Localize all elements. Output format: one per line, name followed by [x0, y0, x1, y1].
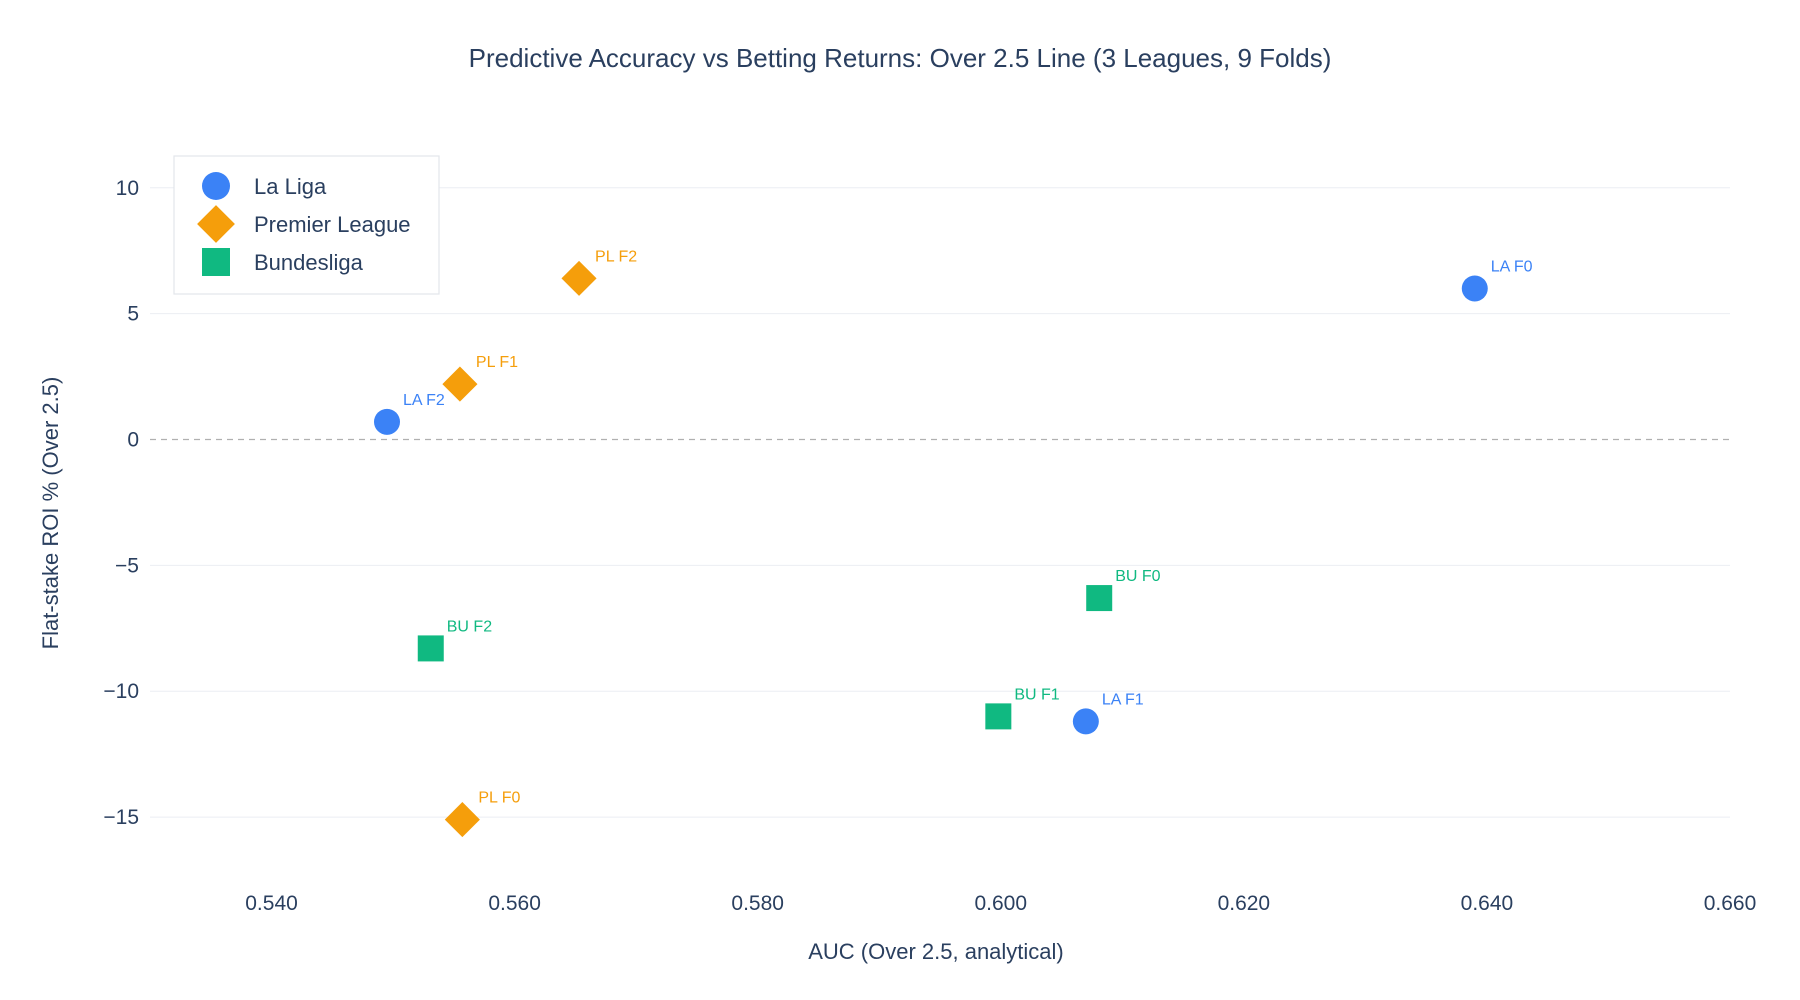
- legend-item[interactable]: Bundesliga: [202, 248, 364, 276]
- point-label: BU F2: [447, 618, 492, 635]
- y-tick-label: −5: [115, 554, 139, 577]
- legend[interactable]: La Liga Premier League Bundesliga: [173, 155, 440, 295]
- legend-label: Bundesliga: [254, 250, 364, 275]
- y-tick-label: 0: [127, 428, 139, 451]
- y-tick-label: 5: [127, 303, 139, 326]
- data-point-square[interactable]: [417, 635, 444, 662]
- data-point-circle[interactable]: [1461, 275, 1488, 302]
- legend-marker-circle[interactable]: [202, 172, 230, 200]
- x-tick-label: 0.560: [488, 892, 541, 915]
- y-tick-label: −10: [103, 680, 139, 703]
- legend-label: La Liga: [254, 174, 327, 199]
- y-axis-title: Flat-stake ROI % (Over 2.5): [38, 377, 63, 650]
- x-tick-label: 0.580: [731, 892, 784, 915]
- data-point-circle[interactable]: [1072, 708, 1099, 735]
- legend-label: Premier League: [254, 212, 411, 237]
- point-label: PL F0: [478, 790, 520, 807]
- legend-marker-diamond[interactable]: [197, 205, 235, 243]
- data-point-diamond[interactable]: [442, 366, 478, 402]
- data-point-square[interactable]: [985, 703, 1012, 730]
- x-tick-label: 0.600: [974, 892, 1027, 915]
- data-point-square[interactable]: [1086, 585, 1113, 612]
- data-points: LA F0 LA F1 LA F2 PL F0 PL F1 PL F2 BU F0 BU F1…: [374, 248, 1533, 838]
- point-label: LA F0: [1491, 258, 1533, 275]
- point-label: LA F1: [1102, 691, 1144, 708]
- data-point-diamond[interactable]: [561, 260, 597, 296]
- point-label: PL F1: [476, 354, 518, 371]
- legend-item[interactable]: La Liga: [202, 172, 327, 200]
- point-label: BU F0: [1115, 568, 1160, 585]
- chart-title: Predictive Accuracy vs Betting Returns: …: [469, 43, 1332, 73]
- grid-layer: [150, 187, 1730, 818]
- tick-labels: 10 5 0 −5 −10 −15 0.540 0.560 0.580 0.600 0.620 0.6…: [103, 177, 1756, 915]
- data-point-diamond[interactable]: [444, 802, 480, 838]
- x-tick-label: 0.640: [1461, 892, 1514, 915]
- x-tick-label: 0.620: [1218, 892, 1271, 915]
- y-tick-label: 10: [116, 177, 139, 200]
- x-axis-title: AUC (Over 2.5, analytical): [808, 939, 1064, 964]
- x-tick-label: 0.660: [1704, 892, 1757, 915]
- y-tick-label: −15: [103, 806, 139, 829]
- point-label: BU F1: [1014, 686, 1059, 703]
- data-point-circle[interactable]: [374, 408, 400, 435]
- point-label: PL F2: [595, 248, 637, 265]
- x-tick-label: 0.540: [245, 892, 298, 915]
- point-label: LA F2: [403, 392, 445, 409]
- legend-item[interactable]: Premier League: [197, 205, 411, 243]
- legend-marker-square[interactable]: [202, 248, 230, 276]
